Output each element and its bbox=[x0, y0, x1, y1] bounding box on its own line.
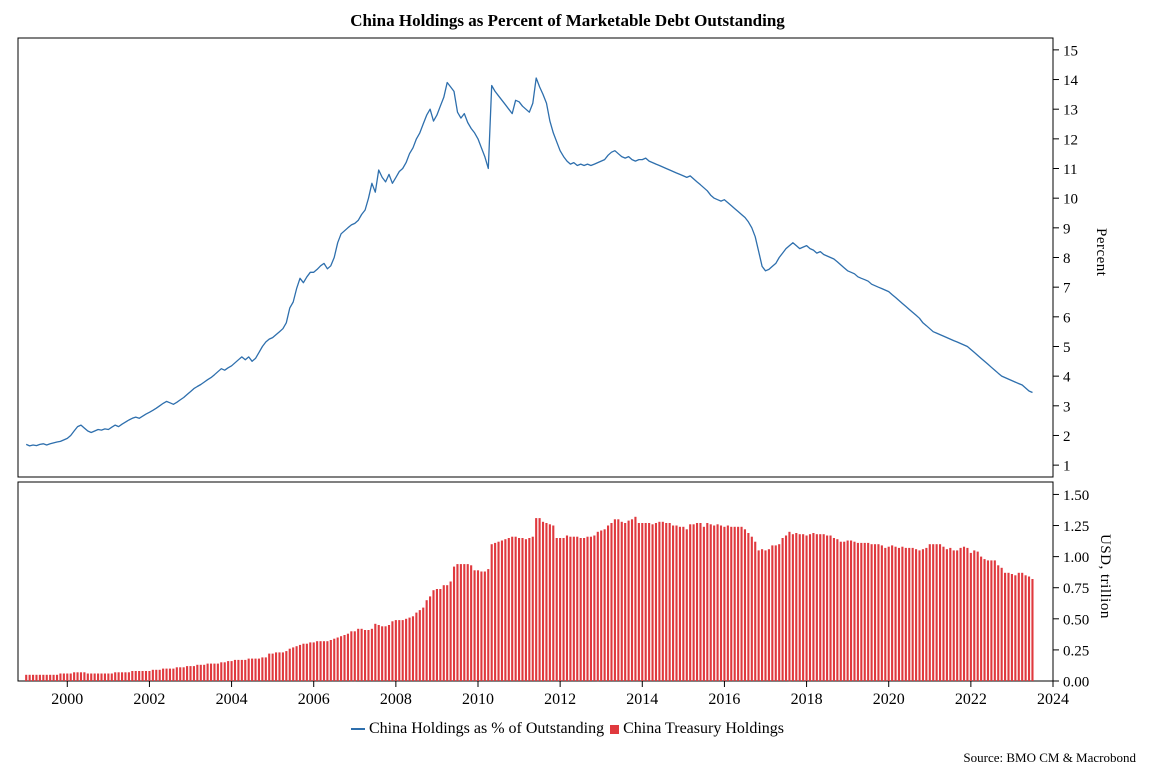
svg-text:9: 9 bbox=[1063, 221, 1071, 237]
source-credit: Source: BMO CM & Macrobond bbox=[963, 750, 1136, 765]
svg-text:2022: 2022 bbox=[955, 691, 987, 708]
legend: China Holdings as % of Outstanding China… bbox=[0, 720, 1135, 738]
svg-text:2: 2 bbox=[1063, 429, 1071, 445]
svg-text:1: 1 bbox=[1063, 459, 1071, 475]
svg-text:1.50: 1.50 bbox=[1063, 488, 1089, 504]
svg-text:4: 4 bbox=[1063, 370, 1071, 386]
svg-text:2010: 2010 bbox=[462, 691, 494, 708]
svg-text:2024: 2024 bbox=[1037, 691, 1069, 708]
holdings-percent-line bbox=[25, 77, 1033, 447]
bottom-y-axis-ticks: 0.00 0.25 0.50 0.75 1.00 1.25 1.50 bbox=[1053, 488, 1089, 691]
svg-text:2016: 2016 bbox=[708, 691, 740, 708]
x-axis: 2000 2002 2004 2006 2008 2010 2012 2014 2016 2018… bbox=[51, 681, 1069, 708]
svg-text:11: 11 bbox=[1063, 162, 1077, 178]
svg-text:2000: 2000 bbox=[51, 691, 83, 708]
bottom-y-axis-title: USD, trillion bbox=[1097, 534, 1113, 619]
svg-text:0.00: 0.00 bbox=[1063, 675, 1089, 691]
svg-text:6: 6 bbox=[1063, 310, 1071, 326]
svg-text:2020: 2020 bbox=[873, 691, 905, 708]
svg-text:10: 10 bbox=[1063, 192, 1078, 208]
top-y-axis-title: Percent bbox=[1093, 228, 1109, 277]
top-panel-border bbox=[17, 37, 1054, 478]
treasury-holdings-bars bbox=[25, 516, 1034, 682]
svg-text:2008: 2008 bbox=[380, 691, 412, 708]
svg-text:2012: 2012 bbox=[544, 691, 576, 708]
legend-label-percent: China Holdings as % of Outstanding bbox=[369, 720, 605, 737]
svg-text:1.25: 1.25 bbox=[1063, 519, 1089, 535]
svg-text:0.50: 0.50 bbox=[1063, 612, 1089, 628]
square-marker-icon bbox=[610, 724, 620, 734]
line-marker-icon bbox=[351, 728, 365, 730]
svg-text:0.25: 0.25 bbox=[1063, 643, 1089, 659]
svg-text:12: 12 bbox=[1063, 132, 1078, 148]
svg-text:2002: 2002 bbox=[133, 691, 165, 708]
svg-text:1.00: 1.00 bbox=[1063, 550, 1089, 566]
svg-text:2018: 2018 bbox=[791, 691, 823, 708]
svg-text:8: 8 bbox=[1063, 251, 1071, 267]
bottom-panel: 0.00 0.25 0.50 0.75 1.00 1.25 1.50 bbox=[17, 481, 1089, 691]
svg-text:5: 5 bbox=[1063, 340, 1071, 356]
legend-item-percent-line: China Holdings as % of Outstanding bbox=[351, 720, 604, 738]
svg-text:2014: 2014 bbox=[626, 691, 658, 708]
legend-item-treasury-holdings: China Treasury Holdings bbox=[610, 720, 784, 738]
svg-text:13: 13 bbox=[1063, 103, 1078, 119]
chart-title: China Holdings as Percent of Marketable … bbox=[350, 11, 785, 30]
svg-text:2004: 2004 bbox=[216, 691, 248, 708]
svg-text:0.75: 0.75 bbox=[1063, 581, 1089, 597]
svg-text:15: 15 bbox=[1063, 43, 1078, 59]
svg-text:14: 14 bbox=[1063, 73, 1079, 89]
legend-label-holdings: China Treasury Holdings bbox=[623, 720, 784, 737]
svg-text:2006: 2006 bbox=[298, 691, 330, 708]
svg-text:7: 7 bbox=[1063, 281, 1071, 297]
svg-text:3: 3 bbox=[1063, 399, 1071, 415]
